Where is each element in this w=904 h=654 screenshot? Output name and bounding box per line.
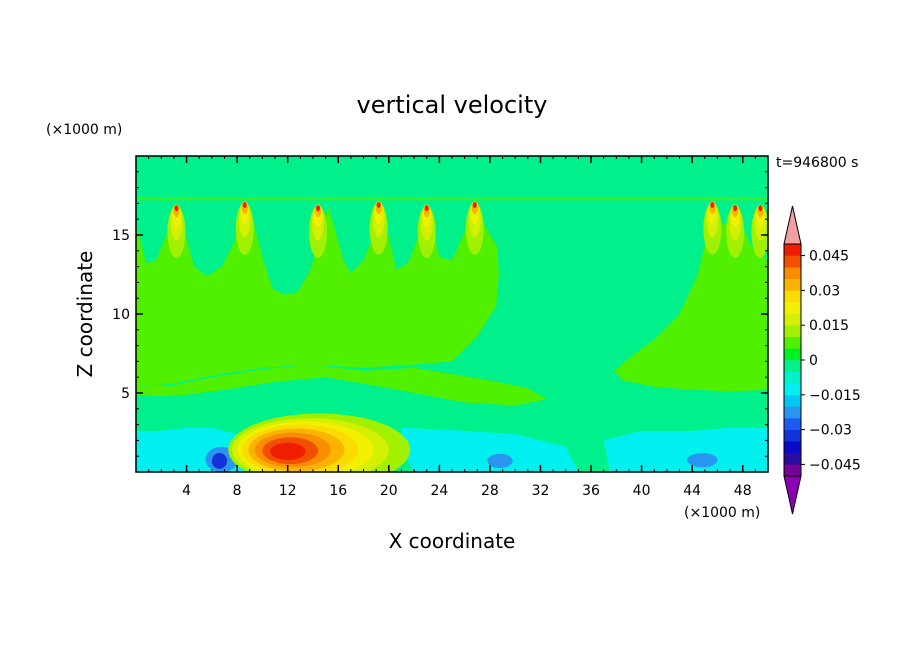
colorbar-swatch [784,429,801,442]
colorbar-swatch [784,244,801,256]
colorbar-under-triangle [783,475,802,515]
downdraft-spot-2 [487,453,513,469]
negative-region-right [603,427,768,472]
colorbar-label: 0.015 [809,318,849,334]
colorbar-swatch [784,325,801,338]
plume-tip-2 [309,204,328,258]
colorbar-swatch [784,418,801,430]
plume-tip-4 [417,204,436,258]
colorbar-label: −0.045 [809,457,861,473]
x-tick-label: 8 [233,483,242,499]
colorbar-label: −0.015 [809,388,861,404]
colorbar-swatch [784,360,801,372]
x-tick-label: 44 [683,483,701,499]
x-tick-label: 32 [532,483,550,499]
colorbar-swatch [784,406,801,419]
plot-area [136,156,768,472]
y-unit-label: (×1000 m) [46,122,122,138]
colorbar-label: 0.045 [809,249,849,265]
colorbar-swatch [784,464,801,477]
colorbar-label: −0.03 [809,423,852,439]
x-axis-label: X coordinate [389,529,516,553]
plume-tip-7 [726,204,745,258]
colorbar: 0.045 0.03 0.015 0 −0.015 −0.03 −0.045 [783,205,861,515]
x-tick-label: 12 [279,483,297,499]
x-tick-label: 28 [481,483,499,499]
colorbar-swatch [784,452,801,465]
colorbar-swatch [784,290,801,303]
y-tick-label: 15 [112,228,130,244]
colorbar-swatch [784,441,801,454]
colorbar-swatch [784,302,801,314]
x-unit-label: (×1000 m) [684,505,760,521]
colorbar-swatch [784,267,801,280]
x-tick-label: 4 [182,483,191,499]
negative-region-mid [401,427,579,472]
y-axis-label: Z coordinate [73,251,97,378]
x-tick-label: 20 [380,483,398,499]
colorbar-swatch [784,278,801,291]
colorbar-swatch [784,371,801,384]
colorbar-label: 0 [809,353,818,369]
x-tick-label: 40 [633,483,651,499]
plume-tip-5 [465,201,484,255]
colorbar-over-triangle [783,205,802,245]
plume-tip-3 [369,201,388,255]
colorbar-swatch [784,255,801,268]
colorbar-swatch [784,394,801,407]
time-label: t=946800 s [776,155,858,171]
y-tick-label: 10 [112,307,130,323]
y-axis: 5 10 15 [112,171,768,457]
colorbar-swatch [784,313,801,326]
x-tick-label: 16 [329,483,347,499]
colorbar-swatch [784,348,801,361]
x-tick-label: 24 [430,483,448,499]
x-tick-label: 48 [734,483,752,499]
plume-tip-0 [167,204,186,258]
plume-tip-8 [751,204,768,258]
plume-tip-1 [235,201,254,255]
top-band [136,197,768,201]
chart-title: vertical velocity [357,91,548,119]
colorbar-swatch [784,383,801,396]
plume-tip-6 [703,201,722,255]
x-axis: 4 8 12 16 20 24 28 32 36 40 44 48 [148,156,756,499]
colorbar-swatch [784,336,801,349]
y-tick-label: 5 [121,386,130,402]
updraft-level-7 [269,442,306,461]
x-tick-label: 36 [582,483,600,499]
positive-region-upper [136,205,499,387]
downdraft-spot-1 [211,453,228,469]
colorbar-label: 0.03 [809,283,840,299]
positive-band-low [136,364,547,406]
downdraft-spot-3 [687,453,718,468]
